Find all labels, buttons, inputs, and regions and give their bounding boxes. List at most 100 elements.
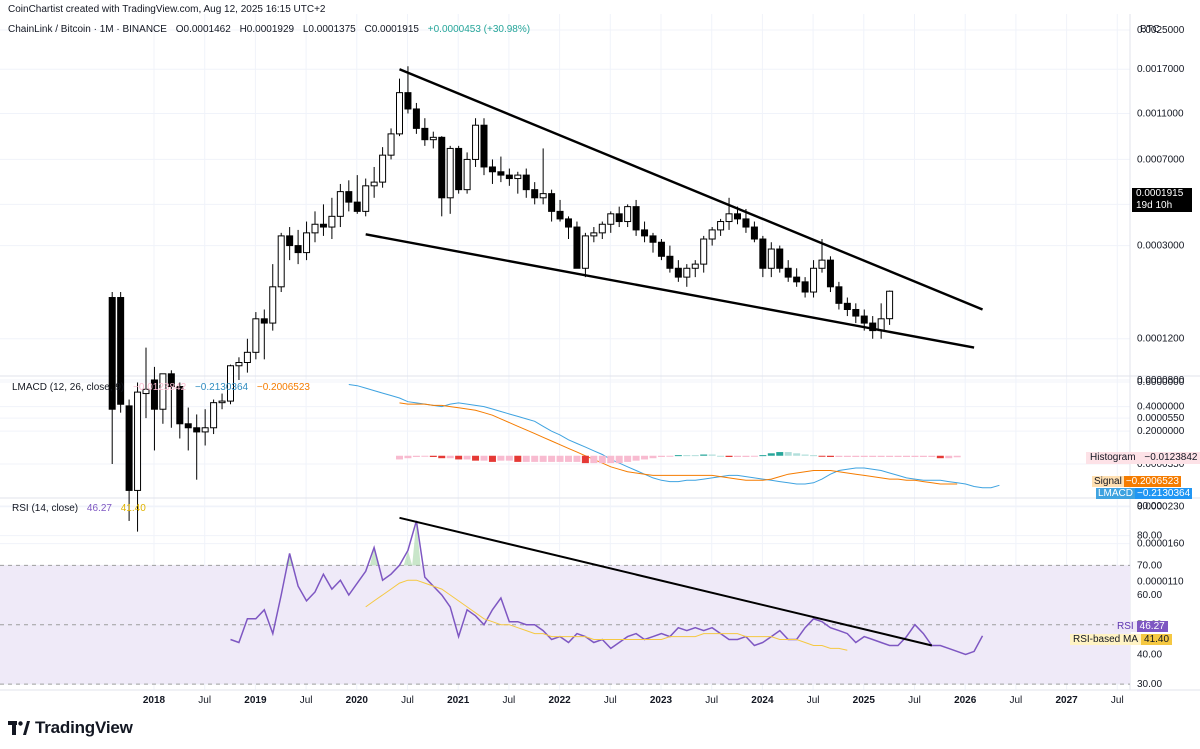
candle-body [657, 241, 665, 257]
candle-body [480, 124, 488, 168]
macd-histogram-bar [717, 455, 725, 457]
rsi-overbought-fill [285, 520, 421, 566]
macd-histogram-bar [894, 455, 902, 457]
tradingview-logo[interactable]: TradingView [8, 718, 133, 738]
macd-histogram-bar [784, 452, 792, 456]
macd-histogram-bar [556, 455, 564, 462]
candle-body [328, 215, 336, 228]
candle-body [801, 281, 809, 293]
macd-histogram-bar [793, 453, 801, 456]
price-trendline [399, 68, 984, 311]
macd-histogram-bar [505, 455, 513, 461]
candle-body [615, 213, 623, 223]
time-tick-label: Jul [705, 695, 718, 706]
lmacd-badge-label: LMACD [1096, 488, 1136, 499]
histogram-badge-value: −0.0123842 [1144, 452, 1198, 463]
ohlc-open: O0.0001462 [175, 24, 231, 35]
rsi-legend[interactable]: RSI (14, close) 46.27 41.40 [12, 503, 146, 514]
candle-body [717, 221, 725, 231]
macd-histogram-bar [725, 455, 733, 457]
candle-body [370, 181, 378, 187]
macd-histogram-bar [953, 455, 961, 458]
macd-histogram-bar [615, 455, 623, 464]
candle-body [134, 391, 142, 491]
price-tick-label: 0.0000550 [1137, 413, 1185, 424]
tradingview-brand-text: TradingView [35, 718, 133, 737]
candle-body [818, 259, 826, 269]
last-price-badge: 0.0001915 19d 10h [1132, 188, 1192, 212]
rsi-title: RSI (14, close) [12, 503, 79, 514]
macd-histogram-bar [421, 455, 429, 457]
candle-body [294, 245, 302, 254]
candle-body [412, 108, 420, 129]
price-tick-label: 0.0017000 [1137, 64, 1185, 75]
macd-line [348, 384, 1000, 489]
macd-histogram-bar [742, 455, 750, 457]
candle-body [463, 158, 471, 191]
candle-body [184, 423, 192, 429]
macd-signal-line [399, 402, 958, 485]
time-tick-label: 2026 [954, 695, 977, 706]
macd-histogram-bar [928, 455, 936, 457]
candlestick-series [108, 66, 894, 532]
price-tick-label: 0.0000350 [1137, 459, 1185, 470]
macd-histogram-bar [438, 455, 446, 459]
candle-body [581, 235, 589, 269]
macd-histogram-bar [674, 455, 682, 457]
macd-histogram-bar [810, 455, 818, 457]
macd-histogram-bar [691, 455, 699, 457]
candle-body [565, 218, 572, 228]
time-axis[interactable]: 2018 Jul 2019 Jul 2020 Jul 2021 Jul 2022 Jul 2023 J… [143, 695, 1124, 706]
ohlc-high: H0.0001929 [239, 24, 295, 35]
time-tick-label: Jul [604, 695, 617, 706]
macd-histogram-bar [945, 455, 953, 459]
time-tick-label: Jul [807, 695, 820, 706]
candle-body [235, 362, 243, 367]
macd-histogram-bar [886, 455, 894, 457]
candle-body [227, 365, 234, 402]
price-tick-label: 0.0000160 [1137, 539, 1185, 550]
macd-histogram-bar [624, 455, 632, 462]
candle-body [590, 232, 598, 237]
macd-histogram-bar [522, 455, 530, 462]
macd-histogram-bar [936, 455, 944, 459]
candle-body [674, 267, 682, 278]
candle-body [700, 238, 708, 265]
macd-histogram-bar [488, 455, 496, 462]
macd-histogram-bar [835, 455, 843, 457]
ohlc-change: +0.0000453 (+30.98%) [427, 24, 531, 35]
candle-body [286, 235, 294, 247]
macd-legend[interactable]: LMACD (12, 26, close, 9) −0.0123842 −0.2… [12, 382, 310, 393]
macd-histogram-bar [581, 455, 589, 464]
price-tick-label: 0.0003000 [1137, 241, 1185, 252]
price-tick-label: 0.0001200 [1137, 334, 1185, 345]
macd-histogram-bar [708, 454, 716, 456]
price-trendline [365, 233, 975, 349]
candle-body [218, 400, 226, 404]
macd-series [348, 384, 1000, 489]
macd-histogram-bar [548, 455, 556, 462]
candle-body [826, 259, 834, 288]
macd-hist-value: −0.0123842 [133, 382, 187, 393]
macd-value: −0.2130364 [194, 382, 249, 393]
candle-body [539, 193, 547, 199]
candle-body [243, 351, 251, 364]
candle-body [117, 297, 125, 405]
symbol-legend[interactable]: ChainLink / Bitcoin · 1M · BINANCE O0.00… [8, 24, 530, 35]
bar-countdown: 19d 10h [1136, 200, 1173, 211]
macd-histogram-bar [480, 455, 488, 461]
time-tick-label: 2019 [244, 695, 267, 706]
signal-badge-value: −0.2006523 [1123, 476, 1181, 487]
created-by-text: CoinChartist created with TradingView.co… [8, 4, 326, 15]
candle-body [455, 147, 463, 191]
macd-histogram-bar [801, 454, 809, 456]
histogram-badge: Histogram −0.0123842 [1086, 452, 1200, 464]
price-axis[interactable]: 0.0025000 0.0017000 0.0011000 0.0007000 0.00… [1137, 25, 1185, 690]
rsi-ma-line [365, 579, 848, 651]
candle-body [252, 318, 260, 353]
macd-histogram-bar [818, 455, 826, 457]
candle-body [488, 166, 496, 173]
candle-body [472, 124, 480, 160]
time-tick-label: 2027 [1055, 695, 1078, 706]
